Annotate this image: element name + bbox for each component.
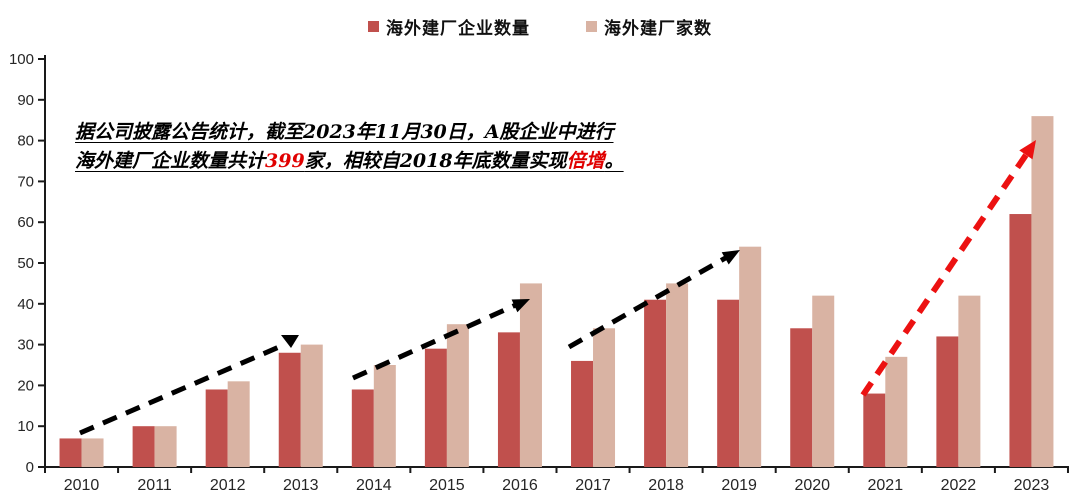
legend-swatch-light-icon (586, 21, 597, 32)
bar-2020-series1 (790, 328, 813, 467)
annotation-text: 据公司披露公告统计，截至2023年11月30日，A股企业中进行 (75, 121, 614, 143)
x-axis-label-2018: 2018 (648, 477, 684, 494)
annotation-line-2: 海外建厂企业数量共计399家，相较自2018年底数量实现倍增。 (75, 147, 624, 176)
arrow-line-trend-2014-2016 (351, 301, 520, 381)
bar-2017-series2 (593, 328, 616, 467)
legend-label-companies: 海外建厂企业数量 (386, 19, 530, 39)
annotation-text: 海外建厂企业数量共计 (75, 150, 266, 172)
bar-2016-series1 (497, 332, 520, 467)
bar-2020-series2 (812, 295, 835, 467)
bar-2023-series1 (1009, 214, 1032, 467)
legend-label-factories: 海外建厂家数 (604, 19, 712, 39)
annotation-highlight-399: 399 (265, 150, 305, 172)
arrow-head-trend-2010-2013 (281, 335, 299, 348)
y-axis-tick-label: 0 (26, 459, 34, 476)
bar-2019-series1 (717, 299, 740, 467)
bar-2011-series2 (154, 426, 177, 467)
x-axis-label-2019: 2019 (721, 477, 757, 494)
x-axis-label-2022: 2022 (941, 477, 977, 494)
x-axis-label-2016: 2016 (502, 477, 538, 494)
y-axis-tick-label: 90 (17, 92, 34, 109)
x-axis-label-2010: 2010 (64, 477, 100, 494)
bar-2012-series2 (227, 381, 250, 467)
bar-2022-series1 (936, 336, 959, 467)
x-axis-label-2011: 2011 (137, 477, 172, 494)
bar-2013-series2 (300, 344, 323, 467)
bar-2023-series2 (1031, 116, 1054, 468)
y-axis-tick-label: 70 (17, 173, 34, 190)
y-axis-tick-label: 100 (9, 51, 34, 68)
annotation-line-1: 据公司披露公告统计，截至2023年11月30日，A股企业中进行 (75, 118, 624, 147)
y-axis-tick-label: 40 (17, 296, 34, 313)
bar-2021-series2 (885, 356, 908, 467)
bar-2011-series1 (132, 426, 155, 467)
bar-2016-series2 (519, 283, 542, 467)
annotation-text: 。 (604, 150, 624, 172)
y-axis-tick-label: 30 (17, 337, 34, 354)
y-axis-tick-label: 50 (17, 255, 34, 272)
bar-2019-series2 (739, 246, 762, 467)
arrow-line-trend-2017-2019 (567, 253, 731, 350)
bar-2014-series1 (351, 389, 374, 467)
legend-item-companies: 海外建厂企业数量 (368, 14, 530, 39)
x-axis-label-2013: 2013 (283, 477, 319, 494)
y-axis-tick-label: 10 (17, 418, 34, 435)
bar-2015-series2 (446, 324, 469, 467)
x-axis-label-2014: 2014 (356, 477, 392, 494)
annotation-highlight-double: 倍增 (566, 150, 605, 172)
x-axis-label-2023: 2023 (1014, 477, 1050, 494)
x-axis-label-2017: 2017 (575, 477, 611, 494)
bar-2022-series2 (958, 295, 981, 467)
bar-2018-series1 (644, 299, 667, 467)
x-axis-label-2015: 2015 (429, 477, 465, 494)
x-axis-label-2012: 2012 (210, 477, 246, 494)
chart-legend: 海外建厂企业数量 海外建厂家数 (0, 14, 1080, 39)
bar-2010-series1 (59, 438, 82, 467)
bar-2015-series1 (424, 348, 447, 467)
bar-2014-series2 (373, 365, 396, 467)
arrow-head-trend-2014-2016 (511, 299, 530, 313)
arrow-head-trend-2021-2023 (1019, 140, 1036, 160)
arrow-head-trend-2017-2019 (721, 250, 740, 265)
annotation-note: 据公司披露公告统计，截至2023年11月30日，A股企业中进行 海外建厂企业数量… (75, 118, 624, 176)
arrow-line-trend-2010-2013 (79, 344, 280, 436)
legend-swatch-dark-icon (368, 21, 379, 32)
bar-2010-series2 (81, 438, 104, 467)
bar-2021-series1 (863, 393, 886, 467)
bar-2013-series1 (278, 352, 301, 467)
x-axis-label-2021: 2021 (868, 477, 904, 494)
y-axis-tick-label: 80 (17, 133, 34, 150)
bar-2018-series2 (666, 283, 689, 467)
y-axis-tick-label: 20 (17, 377, 34, 394)
x-axis-label-2020: 2020 (794, 477, 830, 494)
y-axis-tick-label: 60 (17, 214, 34, 231)
bar-2012-series1 (205, 389, 228, 467)
bar-2017-series1 (571, 360, 594, 467)
legend-item-factories: 海外建厂家数 (586, 14, 712, 39)
annotation-text: 家，相较自2018年底数量实现 (304, 150, 567, 172)
